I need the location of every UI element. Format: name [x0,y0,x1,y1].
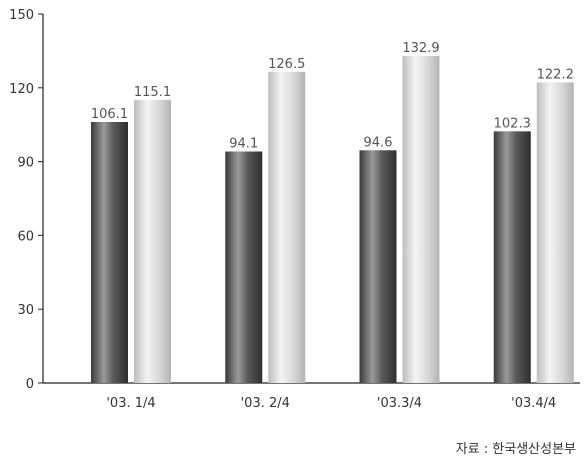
x-tick-label: '03.4/4 [511,396,556,411]
y-tick-label: 60 [17,229,34,244]
y-tick-label: 120 [9,82,34,97]
data-label: 94.1 [229,137,258,152]
bar-series-2 [268,71,306,383]
data-label: 102.3 [494,116,531,131]
source-note: 자료 : 한국생산성본부 [456,442,576,457]
bar-series-2 [134,99,171,383]
axes [42,14,580,384]
bar-series-2 [536,82,574,383]
x-tick-label: '03.3/4 [377,396,422,411]
bar-series-1 [225,151,263,383]
y-tick-label: 150 [9,8,34,23]
x-axis-ticks: '03. 1/4 '03. 2/4 '03.3/4 '03.4/4 [106,396,556,411]
data-label: 132.9 [402,41,439,56]
bar-series-1 [91,121,128,383]
bar-series-1 [359,150,397,383]
x-tick-label: '03. 1/4 [106,396,155,411]
y-tick-label: 90 [17,156,34,171]
bars [91,56,574,383]
data-label: 122.2 [537,67,574,82]
data-label: 94.6 [364,135,393,150]
x-tick-label: '03. 2/4 [241,396,290,411]
y-axis-ticks: 0 30 60 90 120 150 [9,8,43,392]
bar-series-1 [493,131,531,383]
data-label: 126.5 [268,57,305,72]
data-label: 115.1 [134,85,171,100]
data-labels: 106.1 115.1 94.1 126.5 94.6 132.9 102.3 122.2 [91,41,574,151]
bar-series-2 [402,56,440,383]
y-tick-label: 30 [17,303,34,318]
data-label: 106.1 [91,107,128,122]
y-tick-label: 0 [26,377,34,392]
